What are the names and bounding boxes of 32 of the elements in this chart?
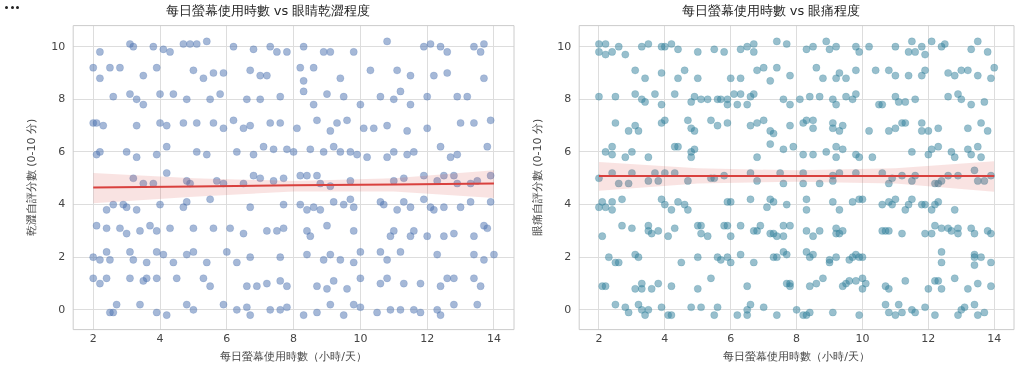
x-tick-label: 10 <box>353 332 368 346</box>
y-tick-label: 8 <box>564 92 572 106</box>
x-axis-title: 每日螢幕使用時數（小時/天） <box>723 350 870 364</box>
y-tick-label: 4 <box>564 197 572 211</box>
x-tick-label: 8 <box>290 332 298 346</box>
y-tick-label: 10 <box>51 39 66 53</box>
x-tick-label: 6 <box>223 332 231 346</box>
y-tick-label: 10 <box>557 39 572 53</box>
x-tick-label: 4 <box>156 332 164 346</box>
y-tick-label: 6 <box>58 144 66 158</box>
x-tick-label: 2 <box>89 332 97 346</box>
x-tick-label: 6 <box>727 332 735 346</box>
x-tick-label: 10 <box>855 332 870 346</box>
chart-title: 每日螢幕使用時數 vs 眼睛乾澀程度 <box>165 3 371 19</box>
y-tick-label: 6 <box>564 144 572 158</box>
y-tick-label: 2 <box>564 250 572 264</box>
x-tick-label: 8 <box>793 332 801 346</box>
y-tick-label: 2 <box>58 250 66 264</box>
x-tick-label: 12 <box>420 332 435 346</box>
y-tick-label: 0 <box>564 302 572 316</box>
chart-title: 每日螢幕使用時數 vs 眼痛程度 <box>681 3 861 19</box>
y-tick-label: 0 <box>58 302 66 316</box>
x-tick-label: 2 <box>595 332 603 346</box>
x-axis-title: 每日螢幕使用時數（小時/天） <box>220 350 367 364</box>
x-tick-label: 4 <box>661 332 669 346</box>
y-axis-title: 乾澀自評分數 (0-10 分) <box>25 118 39 237</box>
y-axis-title: 眼痛自評分數 (0-10 分) <box>531 118 545 237</box>
x-tick-label: 14 <box>486 332 501 346</box>
y-tick-label: 4 <box>58 197 66 211</box>
y-tick-label: 8 <box>58 92 66 106</box>
x-tick-label: 14 <box>987 332 1002 346</box>
x-tick-label: 12 <box>921 332 936 346</box>
